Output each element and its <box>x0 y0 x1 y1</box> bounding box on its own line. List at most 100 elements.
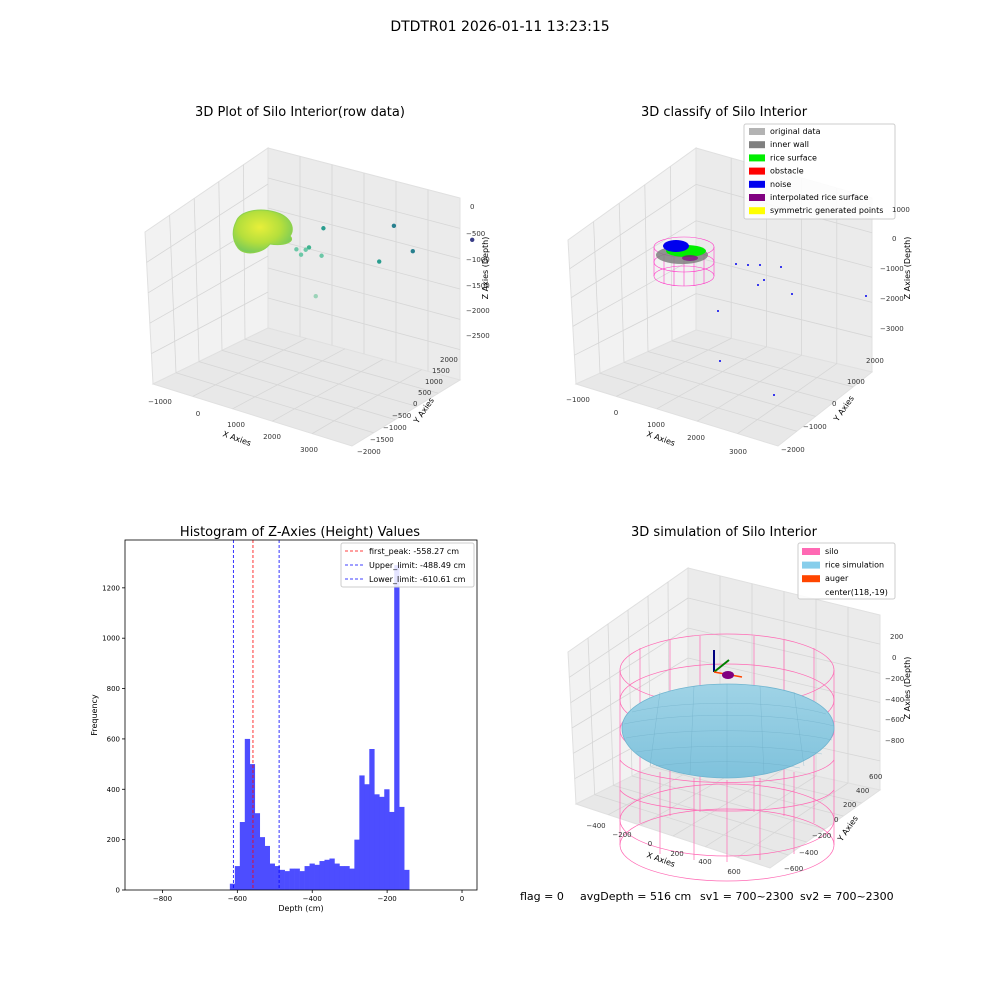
y-tick-label: 200 <box>107 836 120 844</box>
z-tick-label: −2500 <box>466 332 490 340</box>
x-tick-label: −400 <box>303 895 322 903</box>
histogram-bar <box>339 866 345 890</box>
y-tick-label: 0 <box>834 816 838 824</box>
x-tick-label: 1000 <box>227 421 245 429</box>
panel-histogram: Histogram of Z-Axies (Height) Values −80… <box>90 525 478 913</box>
grid <box>569 158 873 434</box>
y-tick-label: 400 <box>856 787 869 795</box>
x-tick-label: −200 <box>612 831 631 839</box>
data-point <box>294 247 299 252</box>
histogram-bar <box>329 858 335 890</box>
legend-swatch <box>802 575 820 583</box>
legend-label: silo <box>825 547 839 556</box>
y-tick-label: −200 <box>812 832 831 840</box>
z-axis-label: Z Axies (Depth) <box>903 237 912 300</box>
histogram-bar <box>259 837 266 890</box>
z-tick-label: −2000 <box>880 295 904 303</box>
y-tick-label: 2000 <box>866 357 884 365</box>
data-point <box>319 253 324 258</box>
histogram-bar <box>379 796 385 890</box>
legend-label: Upper_limit: -488.49 cm <box>369 561 466 570</box>
data-point <box>298 252 304 257</box>
y-tick-label: 600 <box>107 735 120 743</box>
legend-entries: silo rice simulation auger center(118,-19) <box>802 547 888 597</box>
x-tick-label: 200 <box>670 850 683 858</box>
legend-label: rice simulation <box>825 561 884 570</box>
y-tick-labels: −600 −400 −200 0 200 400 600 <box>784 773 882 873</box>
x-tick-label: −1000 <box>566 396 590 404</box>
x-axis-label: X Axies <box>645 429 676 448</box>
z-tick-label: −1500 <box>466 282 490 290</box>
histogram-bar <box>389 811 395 890</box>
x-tick-label: −200 <box>378 895 397 903</box>
auger <box>713 650 743 679</box>
x-tick-label: 0 <box>196 410 200 418</box>
data-point <box>321 226 326 231</box>
legend-label: noise <box>770 180 791 189</box>
z-tick-labels: 1000 0 −1000 −2000 −3000 <box>880 206 910 333</box>
y-tick-label: 1000 <box>102 635 120 643</box>
z-tick-label: 200 <box>890 633 903 641</box>
histogram-bar <box>264 845 270 890</box>
legend-label: inner wall <box>770 140 809 149</box>
legend-frame <box>340 542 475 588</box>
histogram-bar <box>344 866 350 890</box>
legend: first_peak: -558.27 cm Upper_limit: -488.… <box>340 542 475 588</box>
histogram-bar <box>244 738 251 890</box>
histogram-bar <box>289 868 295 890</box>
chart-title: 3D classify of Silo Interior <box>641 105 808 120</box>
histogram-bar <box>394 565 400 890</box>
x-tick-label: 0 <box>648 840 652 848</box>
rice-mesh <box>623 684 835 778</box>
histogram-bar <box>284 871 290 890</box>
interpolated-cluster <box>682 255 698 261</box>
y-tick-label: 0 <box>413 400 417 408</box>
legend-label: rice surface <box>770 153 817 162</box>
histogram-bar <box>374 794 380 890</box>
silo-wireframe-front <box>619 759 835 862</box>
x-tick-label: 600 <box>727 868 740 876</box>
reference-lines <box>232 540 280 890</box>
legend-frame <box>797 542 896 600</box>
legend-frame <box>743 123 896 220</box>
x-tick-label: 1000 <box>647 421 665 429</box>
legend: original data inner wall rice surface obsta… <box>743 123 896 220</box>
y-tick-label: −400 <box>799 849 818 857</box>
z-tick-label: −500 <box>466 230 485 238</box>
histogram-bar <box>249 764 256 890</box>
legend-label: center(118,-19) <box>825 588 888 597</box>
legend-swatch <box>802 561 820 569</box>
noise-points <box>717 263 867 396</box>
legend-label: Lower_limit: -610.61 cm <box>369 575 466 584</box>
x-tick-label: −800 <box>153 895 172 903</box>
sv1-text: sv1 = 700~2300 <box>700 890 794 903</box>
y-tick-label: −1500 <box>370 436 394 444</box>
flag-text: flag = 0 <box>520 890 564 903</box>
z-tick-label: 1000 <box>892 206 910 214</box>
z-tick-label: −3000 <box>880 325 904 333</box>
legend-swatch <box>749 141 765 149</box>
legend-swatch <box>749 194 765 201</box>
legend-entries: original data inner wall rice surface obsta… <box>749 127 883 215</box>
data-point <box>303 247 308 252</box>
legend-swatch <box>749 128 765 135</box>
x-tick-label: −400 <box>586 822 605 830</box>
x-tick-labels: −400 −200 0 200 400 600 <box>586 822 740 876</box>
y-tick-label: 1000 <box>425 378 443 386</box>
z-axis-label: Z Axies (Depth) <box>903 657 912 720</box>
x-axis-label: X Axies <box>221 429 252 448</box>
data-point <box>470 237 475 242</box>
histogram-bar <box>334 863 340 890</box>
histogram-bar <box>319 861 325 890</box>
histogram-bar <box>384 789 390 890</box>
x-tick-labels: −1000 0 1000 2000 3000 <box>566 396 747 456</box>
legend-label: symmetric generated points <box>770 206 883 215</box>
histogram-bar <box>299 871 305 890</box>
class-clusters <box>656 240 708 264</box>
y-tick-label: 2000 <box>440 356 458 364</box>
y-tick-label: 1000 <box>847 378 865 386</box>
y-tick-label: 0 <box>832 400 836 408</box>
x-tick-labels: −1000 0 1000 2000 3000 <box>148 398 318 454</box>
y-tick-label: −2000 <box>781 446 805 454</box>
x-tick-label: 400 <box>698 858 711 866</box>
